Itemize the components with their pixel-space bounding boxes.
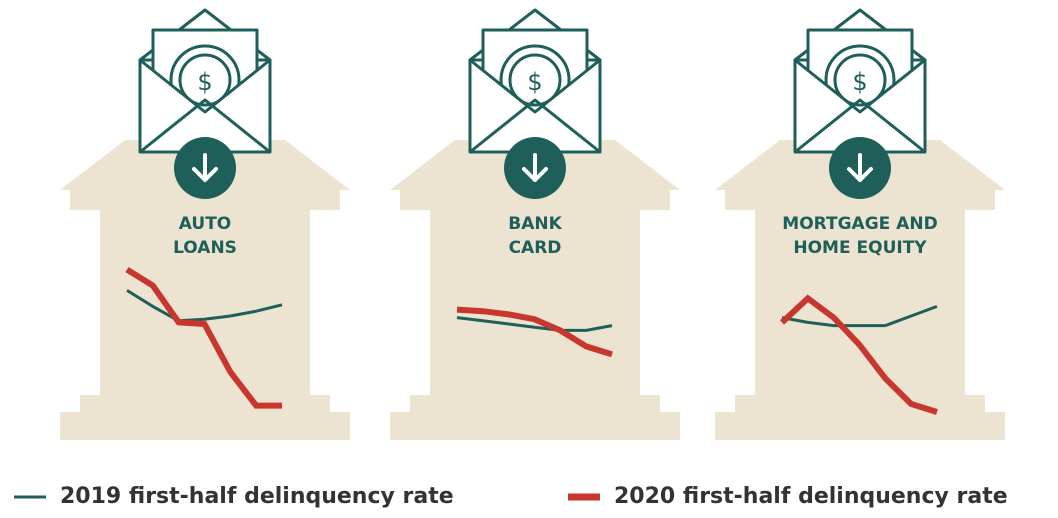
- envelope-icon: $: [140, 10, 270, 152]
- dollar-sign: $: [197, 68, 212, 96]
- legend-label: 2020 first-half delinquency rate: [614, 482, 1008, 512]
- envelope-icon: $: [795, 10, 925, 152]
- dollar-sign: $: [852, 68, 867, 96]
- chart-title: BANK CARD: [495, 212, 575, 260]
- legend-label: 2019 first-half delinquency rate: [60, 482, 454, 512]
- page: $$$ (() => { const data = JSON.parse(doc…: [0, 0, 1058, 518]
- envelope-icon: $: [470, 10, 600, 152]
- chart-title: AUTO LOANS: [160, 212, 250, 260]
- dollar-sign: $: [527, 68, 542, 96]
- chart-title: MORTGAGE AND HOME EQUITY: [765, 212, 955, 260]
